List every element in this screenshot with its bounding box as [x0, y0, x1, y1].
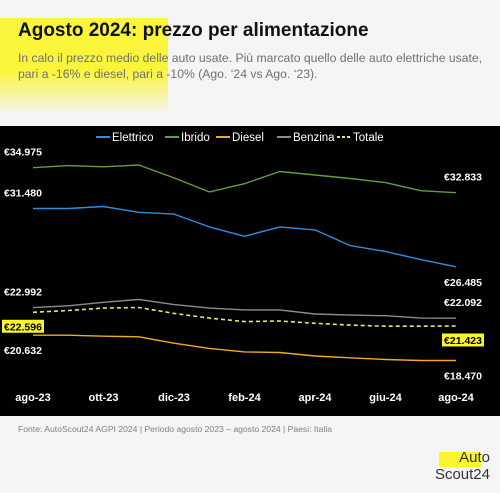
series-line-elettrico [33, 205, 457, 268]
x-tick-label: apr-24 [298, 392, 332, 404]
series-line-benzina [32, 298, 457, 319]
data-label-diesel-start: €20.632 [4, 345, 42, 357]
x-tick-label: dic-23 [158, 392, 190, 404]
data-label-benzina-end: €22.092 [444, 297, 482, 309]
legend-label-diesel: Diesel [232, 132, 264, 144]
data-label-diesel-end: €18.470 [444, 370, 482, 382]
chart-legend: Elettrico Ibrido Diesel Benzina Totale [96, 132, 384, 144]
chart-canvas: Elettrico Ibrido Diesel Benzina Totale €34.9… [2, 132, 484, 404]
x-tick-label: giu-24 [369, 392, 402, 404]
data-label-benzina-start: €22.992 [4, 287, 42, 299]
chart-lines [32, 164, 457, 362]
data-label-highlight [2, 319, 44, 333]
legend-label-totale: Totale [353, 132, 384, 144]
data-label-totale-end: €21.423 [444, 335, 482, 347]
x-tick-label: ott-23 [89, 392, 119, 404]
data-label-ibrido-end: €32.833 [444, 172, 482, 184]
logo-line-1: Auto [459, 449, 490, 466]
chart-data-labels: €34.975 €31.480 €22.992 €22.596 €20.632 €32.8… [2, 147, 484, 382]
title-highlight [0, 18, 168, 114]
series-line-diesel [33, 334, 456, 362]
autoscout24-logo: Auto Scout24 [432, 449, 490, 485]
data-label-elettrico-end: €26.485 [444, 277, 482, 289]
x-tick-label: ago-23 [15, 392, 50, 404]
legend-label-elettrico: Elettrico [112, 132, 154, 144]
line-chart: Elettrico Ibrido Diesel Benzina Totale €34.9… [0, 126, 500, 416]
logo-line-2: Scout24 [434, 466, 490, 483]
x-tick-label: feb-24 [228, 392, 261, 404]
chart-x-axis: ago-23 ott-23 dic-23 feb-24 apr-24 giu-24 ago-… [15, 392, 474, 404]
data-label-highlight [442, 333, 484, 347]
legend-label-ibrido: Ibrido [181, 132, 210, 144]
series-line-totale [32, 306, 457, 327]
data-label-totale-start: €22.596 [4, 321, 42, 333]
source-note: Fonte: AutoScout24 AGPI 2024 | Periodo a… [18, 424, 333, 434]
logo-highlight [439, 452, 481, 467]
page-subtitle: In calo il prezzo medio delle auto usate… [18, 51, 483, 81]
page-title: Agosto 2024: prezzo per alimentazione [18, 20, 369, 41]
data-label-elettrico-start: €31.480 [4, 187, 42, 199]
x-tick-label: ago-24 [438, 392, 474, 404]
legend-label-benzina: Benzina [293, 132, 335, 144]
data-label-ibrido-start: €34.975 [4, 147, 42, 159]
series-line-ibrido [32, 164, 457, 194]
